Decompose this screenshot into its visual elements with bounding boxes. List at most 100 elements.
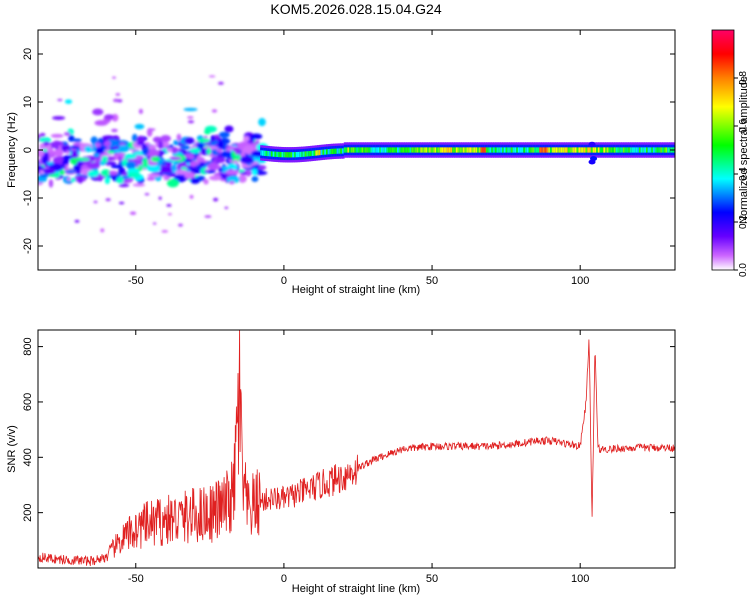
spectrogram-band-cell — [457, 147, 461, 153]
colorbar-tick-label: 0.4 — [738, 167, 749, 181]
spectrogram-band-cell — [270, 151, 274, 157]
spectrogram-blob — [173, 139, 179, 146]
spectrogram-band-cell — [478, 147, 482, 153]
spectrogram-band-cell — [516, 147, 519, 153]
spectrogram-blob — [187, 120, 195, 124]
spectrogram-blob — [86, 162, 101, 169]
spectrogram-band-cell — [551, 147, 555, 153]
spectrogram-band-cell — [363, 147, 366, 153]
spectrogram-blob — [138, 108, 143, 114]
spectrogram-blob — [93, 153, 100, 157]
spectrogram-band-cell — [546, 147, 550, 153]
spectrogram-band-cell — [619, 147, 622, 153]
spectrogram-band-cell — [477, 147, 480, 153]
spectrogram-band-cell — [276, 151, 279, 158]
spectrogram-band-cell — [398, 147, 402, 153]
spectrogram-band-cell — [361, 147, 365, 153]
spectrogram-blob — [147, 173, 161, 178]
spectrogram-band-cell — [333, 148, 336, 154]
spectrogram-band-cell — [558, 147, 562, 153]
spectrogram-blob — [117, 155, 122, 162]
colorbar-ticks: 0.0 0.2 0.4 0.6 0.8 — [734, 71, 749, 277]
spectrogram-band-cell — [405, 147, 409, 153]
spectrogram-band-cell — [315, 150, 318, 156]
spectrogram-band-cell — [373, 147, 377, 153]
spectrogram-blob — [58, 146, 62, 151]
spectrogram-band-cell — [658, 147, 662, 153]
spectrogram-band-cell — [596, 147, 599, 153]
spectrogram-blob — [213, 197, 219, 202]
spectrogram-band-cell — [629, 147, 633, 153]
spectrogram-band-cell — [661, 147, 665, 153]
spectrogram-blob — [161, 230, 169, 233]
spectrogram-blob — [66, 177, 72, 181]
spectrogram-blob — [71, 150, 79, 159]
spectrogram-band-cell — [617, 147, 621, 153]
spectrogram-band-cell — [612, 147, 615, 153]
spectrogram-blob — [196, 155, 202, 160]
spectrogram-blob — [41, 156, 49, 165]
spectrogram-band-cell — [576, 147, 580, 153]
x-tick-label: 0 — [281, 275, 287, 287]
spectrogram-blob — [160, 135, 171, 142]
spectrogram-band-cell — [365, 147, 368, 153]
spectrogram-band-cell — [590, 147, 594, 153]
spectrogram-blob — [150, 156, 161, 162]
spectrogram-band — [260, 141, 675, 165]
spectrogram-band-cell — [573, 147, 576, 153]
spectrogram-band-cell — [334, 148, 338, 154]
spectrogram-band-cell — [413, 147, 416, 153]
spectrogram-band-cell — [542, 147, 546, 153]
spectrogram-band-cell — [269, 151, 272, 157]
spectrogram-x-axis: -50 0 50 100 — [128, 30, 589, 287]
spectrogram-blob — [112, 146, 120, 150]
spectrogram-band-cell — [469, 147, 473, 153]
spectrogram-blob — [105, 198, 111, 202]
spectrogram-band-cell — [608, 147, 612, 153]
spectrogram-band-cell — [297, 151, 301, 158]
spectrogram-band-cell — [583, 147, 587, 153]
spectrogram-band-cell — [290, 152, 294, 158]
spectrogram-band-cell — [605, 147, 608, 153]
spectrogram-band-cell — [350, 147, 354, 153]
spectrogram-band-cell — [343, 147, 347, 153]
spectrogram-band-cell — [615, 147, 619, 153]
spectrogram-blob — [210, 134, 216, 143]
spectrogram-band-cell — [541, 147, 544, 153]
spectrogram-band-cell — [295, 151, 299, 158]
spectrogram-blob — [104, 140, 111, 147]
spectrogram-band-cell — [263, 150, 267, 156]
spectrogram-blob — [220, 151, 233, 158]
spectrogram-band-cell — [267, 150, 270, 157]
snr-series-line — [38, 330, 675, 567]
spectrogram-blob — [218, 131, 230, 138]
spectrogram-band-cell — [571, 147, 574, 153]
spectrogram-blob — [231, 151, 236, 159]
spectrogram-blob — [588, 159, 596, 165]
spectrogram-blob — [104, 176, 111, 185]
spectrogram-y-label: Frequency (Hz) — [6, 112, 18, 188]
spectrogram-marks — [38, 75, 675, 233]
spectrogram-blob — [187, 116, 194, 119]
spectrogram-blob — [186, 159, 193, 163]
spectrogram-blob — [175, 169, 188, 175]
spectrogram-blob — [52, 156, 64, 165]
spectrogram-blob — [48, 179, 54, 188]
spectrogram-blob — [118, 183, 130, 188]
spectrogram-blob — [124, 153, 137, 160]
spectrogram-blob — [104, 114, 115, 120]
spectrogram-blob — [189, 160, 198, 167]
spectrogram-band-cell — [459, 147, 462, 153]
spectrogram-band-cell — [313, 150, 317, 156]
colorbar-label: Normalized spectral amplitude — [738, 76, 750, 224]
spectrogram-blob — [100, 169, 111, 177]
x-tick-label: 100 — [571, 573, 589, 585]
spectrogram-band-cell — [606, 147, 610, 153]
spectrogram-band-cell — [391, 147, 395, 153]
spectrogram-band-cell — [485, 147, 489, 153]
spectrogram-blob — [189, 147, 201, 154]
spectrogram-blob — [226, 176, 240, 183]
colorbar-tick-label: 0.8 — [738, 71, 749, 85]
spectrogram-band-cell — [539, 147, 542, 153]
spectrogram-band-cell — [498, 147, 502, 153]
